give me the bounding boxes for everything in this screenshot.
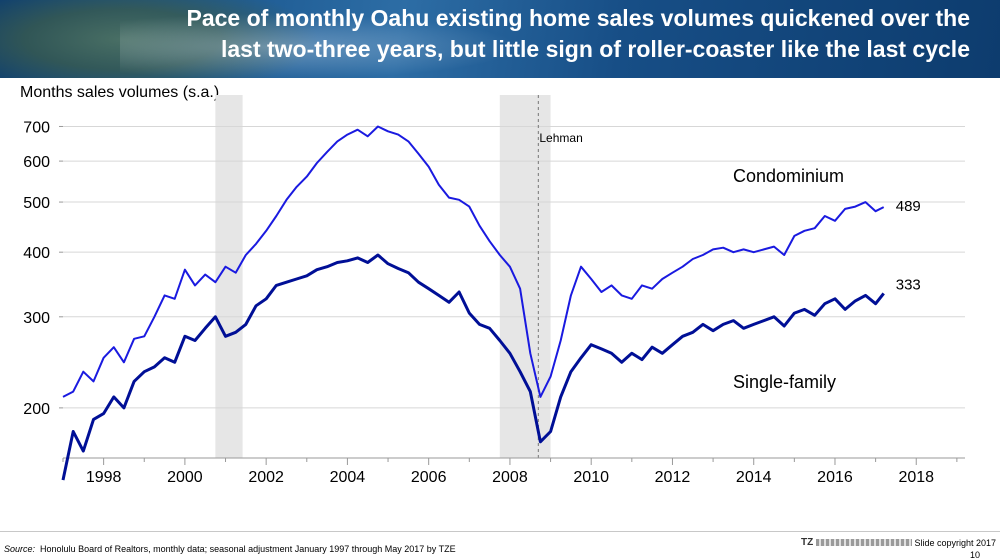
lehman-marker-label: Lehman [539, 131, 582, 145]
x-tick-label-2000: 2000 [167, 469, 203, 486]
header-surf-image [120, 0, 620, 78]
y-tick-label-700: 700 [23, 119, 50, 136]
source-note: Source: Honolulu Board of Realtors, mont… [4, 544, 456, 554]
x-tick-label-1998: 1998 [86, 469, 122, 486]
x-tick-label-2006: 2006 [411, 469, 447, 486]
series-label-condominium: Condominium [733, 166, 844, 186]
page-title: Pace of monthly Oahu existing home sales… [30, 3, 970, 65]
copyright-note: Slide copyright 2017 [914, 538, 996, 548]
header-island-image [0, 0, 320, 78]
page-title-line-2: last two-three years, but little sign of… [220, 36, 970, 62]
x-tick-label-2010: 2010 [573, 469, 609, 486]
x-tick-label-2018: 2018 [898, 469, 934, 486]
tze-logo-text: TZ [801, 537, 814, 548]
condominium-line [62, 125, 885, 398]
source-text: Honolulu Board of Realtors, monthly data… [40, 544, 456, 554]
x-tick-label-2004: 2004 [330, 469, 366, 486]
y-tick-label-200: 200 [23, 401, 50, 418]
y-tick-label-600: 600 [23, 154, 50, 171]
single-family-end-value: 333 [896, 276, 921, 293]
series-label-single-family: Single-family [733, 372, 836, 392]
page-title-line-1: Pace of monthly Oahu existing home sales… [186, 5, 970, 31]
y-axis-title: Months sales volumes (s.a.) [20, 84, 220, 101]
page-number: 10 [969, 550, 980, 560]
x-tick-label-2016: 2016 [817, 469, 853, 486]
condominium-end-value: 489 [896, 198, 921, 215]
footer-divider [0, 531, 1000, 532]
header-banner: Pace of monthly Oahu existing home sales… [0, 0, 1000, 78]
recession-shade-2 [499, 95, 551, 458]
x-tick-label-2012: 2012 [655, 469, 691, 486]
y-tick-label-300: 300 [23, 310, 50, 327]
x-tick-label-2008: 2008 [492, 469, 528, 486]
sales-volume-chart: 200 300 400 500 600 700 Lehman 1998 2000 2002 2004… [23, 95, 965, 486]
tze-logo: TZ [801, 537, 913, 548]
x-tick-label-2002: 2002 [248, 469, 284, 486]
tze-logo-wordmark [816, 538, 913, 546]
source-label: Source: [4, 544, 36, 554]
x-tick-label-2014: 2014 [736, 469, 772, 486]
single-family-line [61, 253, 885, 481]
y-tick-label-400: 400 [23, 245, 50, 262]
y-tick-label-500: 500 [23, 195, 50, 212]
